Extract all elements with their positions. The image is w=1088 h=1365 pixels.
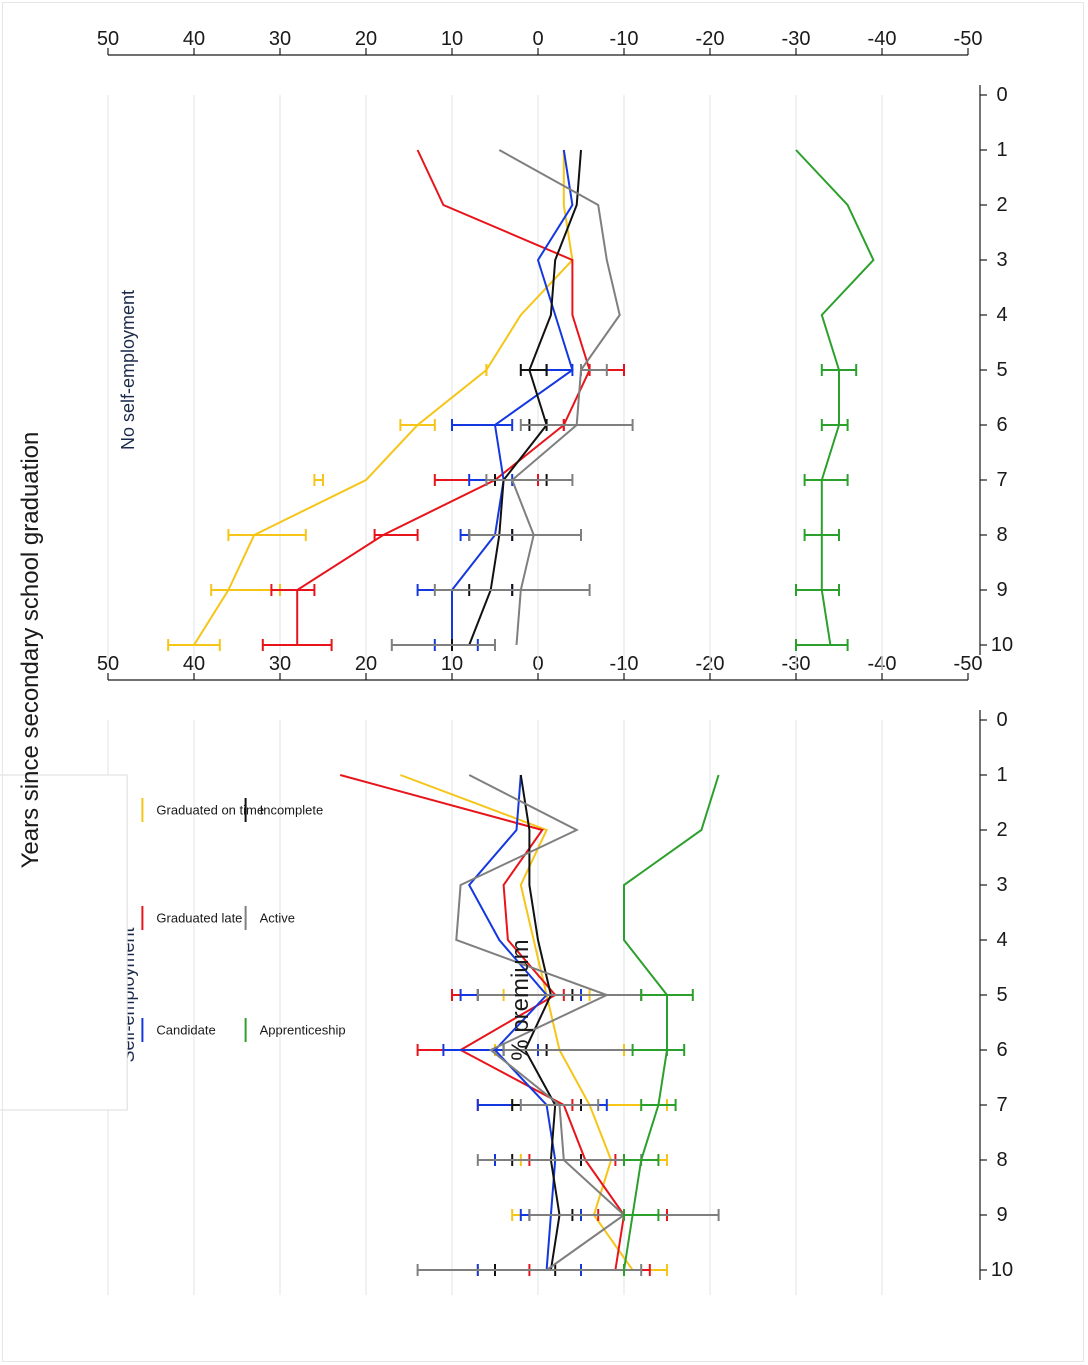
legend-label: Candidate (156, 1023, 215, 1038)
x-tick-label: 9 (996, 579, 1007, 601)
y-tick-label: 30 (269, 28, 291, 50)
x-tick-label: 2 (996, 194, 1007, 216)
x-tick-label: 6 (996, 1039, 1007, 1061)
x-tick-label: 0 (996, 709, 1007, 731)
x-tick-label: 4 (996, 304, 1007, 326)
legend-label: Graduated on time (156, 803, 264, 818)
y-tick-label: -40 (868, 28, 897, 50)
x-tick-label: 3 (996, 874, 1007, 896)
series-line (193, 150, 574, 646)
y-tick-label: 20 (355, 28, 377, 50)
series-line (339, 774, 626, 1271)
x-tick-label: 7 (996, 469, 1007, 491)
series-line (623, 774, 720, 1271)
series-line (296, 149, 591, 645)
legend-label: Graduated late (156, 911, 242, 926)
y-tick-label: 10 (441, 28, 463, 50)
x-tick-label: 7 (996, 1094, 1007, 1116)
legend-label: Active (260, 911, 295, 926)
y-tick-label: -20 (696, 28, 725, 50)
y-tick-label: 0 (532, 28, 543, 50)
x-tick-label: 1 (996, 139, 1007, 161)
x-tick-label: 4 (996, 929, 1007, 951)
panel-no-self-employment: -50 -40 -30 -20 -10 0 10 20 30 40 50 0 1 2 3 4 5 6 7 8 9 10 No… (97, 28, 1013, 670)
series-line (519, 774, 561, 1271)
y-tick-label: -10 (610, 28, 639, 50)
series-line (498, 149, 621, 646)
x-tick-label: 6 (996, 414, 1007, 436)
x-tick-label: 2 (996, 819, 1007, 841)
x-tick-label: 3 (996, 249, 1007, 271)
y-tick-label: -50 (954, 28, 983, 50)
series-line (451, 149, 574, 645)
x-tick-label: 8 (996, 524, 1007, 546)
series-line (455, 774, 626, 1271)
series-line (400, 774, 634, 1271)
series-line (795, 149, 875, 646)
x-tick-label: 5 (996, 984, 1007, 1006)
x-tick-label: 1 (996, 764, 1007, 786)
x-tick-label: 10 (991, 1259, 1013, 1281)
y-tick-label: -30 (782, 28, 811, 50)
legend-label: Incomplete (260, 803, 324, 818)
panel-title: No self-employment (118, 290, 138, 450)
y-axis-label: % premium (507, 939, 534, 1060)
y-tick-label: 50 (97, 28, 119, 50)
x-axis-label: Years since secondary school graduation (17, 432, 44, 869)
series-line (467, 774, 557, 1271)
x-tick-label: 9 (996, 1204, 1007, 1226)
legend-label: Apprenticeship (260, 1023, 346, 1038)
x-tick-label: 10 (991, 634, 1013, 656)
x-tick-label: 0 (996, 84, 1007, 106)
x-tick-label: 5 (996, 359, 1007, 381)
legend-box (0, 774, 128, 1111)
x-tick-label: 8 (996, 1149, 1007, 1171)
series-line (468, 149, 582, 646)
y-tick-label: -50 (954, 653, 983, 675)
y-tick-label: 40 (183, 28, 205, 50)
